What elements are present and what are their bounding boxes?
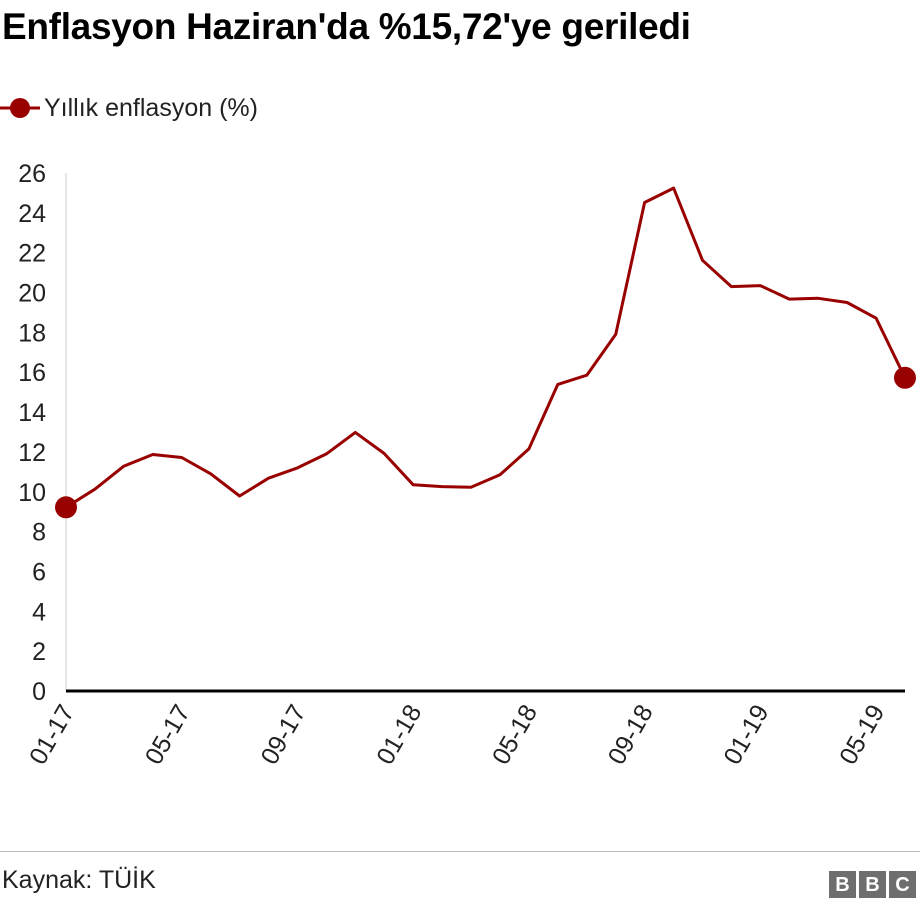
y-tick-label: 22 <box>18 240 46 268</box>
source-note: Kaynak: TÜİK <box>2 866 156 894</box>
x-tick-label: 09-17 <box>255 700 311 769</box>
legend: Yıllık enflasyon (%) <box>0 88 258 128</box>
legend-dot <box>10 98 30 118</box>
y-tick-label: 18 <box>18 319 46 347</box>
x-tick-label: 09-18 <box>603 700 659 769</box>
y-tick-label: 20 <box>18 280 46 308</box>
x-tick-label: 05-18 <box>487 700 543 769</box>
x-tick-label: 05-19 <box>834 700 890 769</box>
y-tick-label: 16 <box>18 359 46 387</box>
footer-divider <box>0 851 920 852</box>
bbc-logo-letter: B <box>829 871 856 898</box>
y-tick-label: 26 <box>18 160 46 188</box>
bbc-logo-letter: B <box>859 871 886 898</box>
y-tick-label: 4 <box>32 598 46 626</box>
y-tick-label: 2 <box>32 638 46 666</box>
x-tick-label: 01-17 <box>24 700 80 769</box>
bbc-logo: B B C <box>829 871 916 898</box>
x-tick-label: 01-19 <box>718 700 774 769</box>
data-point-marker <box>894 366 916 389</box>
y-tick-label: 0 <box>32 678 46 706</box>
series-line <box>65 186 907 509</box>
x-tick-label: 05-17 <box>140 700 196 769</box>
y-tick-label: 24 <box>18 200 46 228</box>
y-tick-label: 6 <box>32 558 46 586</box>
legend-marker-icon <box>0 98 40 118</box>
bbc-logo-letter: C <box>889 871 916 898</box>
x-tick-label: 01-18 <box>371 700 427 769</box>
chart-title: Enflasyon Haziran'da %15,72'ye geriledi <box>2 6 691 47</box>
legend-label: Yıllık enflasyon (%) <box>44 93 258 122</box>
y-tick-label: 14 <box>18 399 46 427</box>
data-point-marker <box>55 496 77 519</box>
y-tick-label: 10 <box>18 479 46 507</box>
y-tick-label: 12 <box>18 439 46 467</box>
y-tick-label: 8 <box>32 519 46 547</box>
